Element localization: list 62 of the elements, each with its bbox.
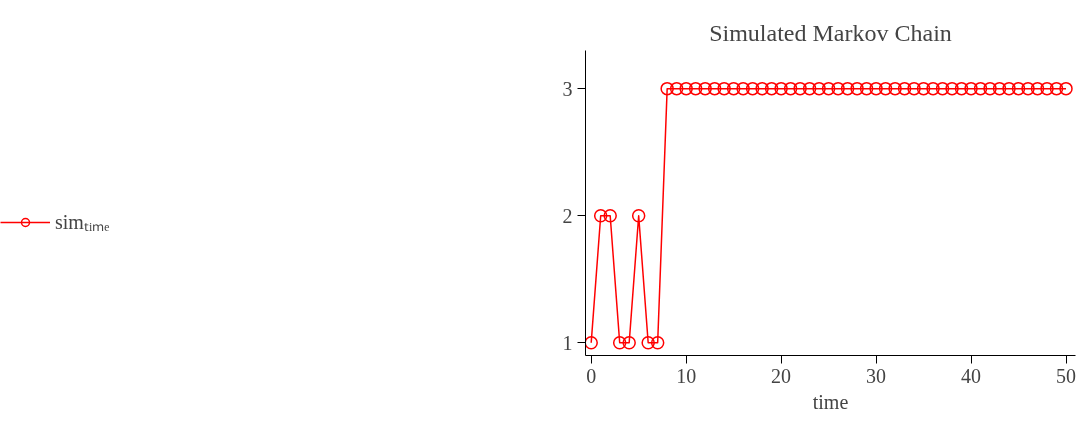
point: [585, 336, 598, 350]
point: [992, 81, 1007, 96]
point: [783, 81, 798, 96]
point: [679, 81, 693, 96]
point: [622, 336, 636, 350]
y-tick-label: 1: [562, 331, 573, 354]
point: [793, 81, 807, 96]
point: [641, 336, 655, 350]
point: [1021, 81, 1035, 96]
point: [774, 81, 788, 96]
point: [612, 336, 627, 350]
point: [812, 81, 826, 96]
point: [745, 81, 760, 96]
point: [1040, 81, 1054, 96]
point: [983, 81, 997, 96]
x-tick-label: 30: [866, 364, 887, 387]
point: [736, 81, 750, 96]
point: [869, 81, 883, 96]
point: [840, 81, 855, 96]
point: [897, 81, 912, 96]
point: [850, 81, 864, 96]
point: [726, 81, 741, 96]
point: [593, 208, 608, 223]
point: [802, 81, 817, 96]
x-tick-label: 10: [676, 364, 697, 387]
point: [717, 81, 731, 96]
point: [964, 81, 978, 96]
point: [603, 208, 617, 223]
x-tick-label: 0: [586, 364, 597, 387]
point: [660, 81, 674, 96]
point: [688, 81, 703, 96]
point: [1002, 81, 1016, 96]
x-tick-label: 40: [961, 364, 982, 387]
point: [1030, 81, 1045, 96]
point: [859, 81, 874, 96]
point: [888, 81, 902, 96]
y-tick-label: 2: [562, 204, 573, 227]
point: [831, 81, 845, 96]
point: [669, 81, 684, 96]
point: [698, 81, 712, 96]
x-tick-label: 50: [1056, 364, 1076, 387]
point: [973, 81, 988, 96]
point: [821, 81, 836, 96]
point: [755, 81, 769, 96]
point: [1059, 81, 1073, 96]
point: [945, 81, 959, 96]
legend-label: simₜᵢₘₑ: [55, 210, 110, 235]
point: [707, 81, 722, 96]
point: [954, 81, 969, 96]
point: [631, 208, 646, 223]
point: [916, 81, 931, 96]
y-tick-label: 3: [562, 77, 573, 100]
point: [907, 81, 921, 96]
point: [650, 336, 665, 350]
point: [926, 81, 940, 96]
point: [764, 81, 779, 96]
x-axis-title: time: [812, 390, 849, 413]
point: [935, 81, 950, 96]
point: [878, 81, 893, 96]
point: [1011, 81, 1026, 96]
x-tick-label: 20: [771, 364, 792, 387]
chart-title: Simulated Markov Chain: [709, 19, 952, 46]
